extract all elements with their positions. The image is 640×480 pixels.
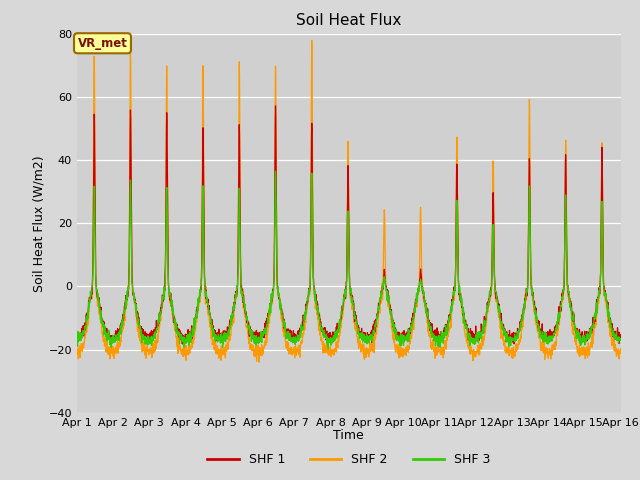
Y-axis label: Soil Heat Flux (W/m2): Soil Heat Flux (W/m2) bbox=[33, 155, 45, 291]
Title: Soil Heat Flux: Soil Heat Flux bbox=[296, 13, 401, 28]
Legend: SHF 1, SHF 2, SHF 3: SHF 1, SHF 2, SHF 3 bbox=[202, 448, 495, 471]
X-axis label: Time: Time bbox=[333, 429, 364, 442]
Text: VR_met: VR_met bbox=[77, 37, 127, 50]
